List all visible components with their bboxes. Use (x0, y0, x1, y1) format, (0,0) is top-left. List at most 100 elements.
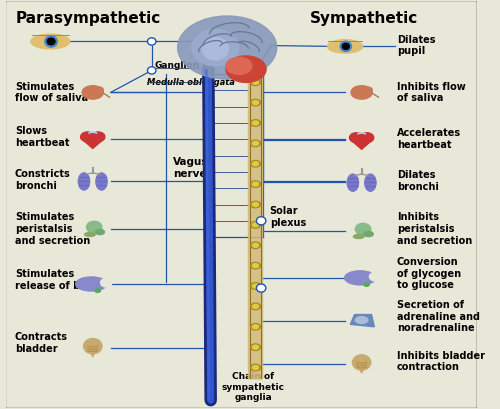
Ellipse shape (347, 174, 358, 191)
Ellipse shape (328, 40, 363, 53)
Ellipse shape (250, 242, 260, 249)
Ellipse shape (96, 87, 103, 93)
Text: Conversion
of glycogen
to glucose: Conversion of glycogen to glucose (397, 257, 461, 290)
Text: Secretion of
adrenaline and
noradrenaline: Secretion of adrenaline and noradrenalin… (397, 300, 480, 333)
Text: Accelerates
heartbeat: Accelerates heartbeat (397, 128, 461, 150)
Circle shape (47, 38, 55, 45)
Ellipse shape (252, 243, 258, 247)
Ellipse shape (250, 344, 260, 351)
Ellipse shape (252, 345, 258, 349)
Circle shape (256, 284, 266, 292)
Text: Slows
heartbeat: Slows heartbeat (15, 126, 70, 148)
Text: Stimulates
release of bile: Stimulates release of bile (15, 269, 94, 291)
Circle shape (148, 38, 156, 45)
Ellipse shape (364, 283, 370, 286)
Ellipse shape (252, 162, 258, 166)
Ellipse shape (82, 85, 104, 99)
Text: Stimulates
peristalsis
and secretion: Stimulates peristalsis and secretion (15, 212, 90, 245)
Text: Chain of
sympathetic
ganglia: Chain of sympathetic ganglia (222, 372, 284, 402)
Ellipse shape (250, 181, 260, 187)
Ellipse shape (351, 85, 372, 99)
Text: Contracts
bladder: Contracts bladder (15, 332, 68, 354)
Text: Solar
plexus: Solar plexus (270, 206, 306, 227)
Ellipse shape (96, 173, 107, 190)
Ellipse shape (364, 231, 374, 237)
Ellipse shape (252, 304, 258, 308)
Text: Parasympathetic: Parasympathetic (16, 11, 161, 26)
Circle shape (342, 43, 349, 49)
FancyBboxPatch shape (248, 73, 262, 379)
Ellipse shape (250, 160, 260, 167)
Ellipse shape (250, 303, 260, 310)
Ellipse shape (360, 133, 374, 143)
Text: Inhibits
peristalsis
and secretion: Inhibits peristalsis and secretion (397, 212, 472, 245)
Circle shape (148, 67, 156, 74)
Ellipse shape (226, 57, 252, 74)
Polygon shape (91, 353, 94, 357)
Ellipse shape (364, 174, 376, 191)
Ellipse shape (252, 366, 258, 370)
Ellipse shape (250, 140, 260, 146)
Ellipse shape (250, 79, 260, 85)
Ellipse shape (250, 201, 260, 208)
Ellipse shape (354, 234, 364, 238)
Ellipse shape (252, 142, 258, 145)
Ellipse shape (192, 29, 239, 66)
Ellipse shape (352, 355, 371, 370)
Ellipse shape (356, 223, 371, 235)
Ellipse shape (252, 264, 258, 267)
Text: Inhibits bladder
contraction: Inhibits bladder contraction (397, 351, 485, 372)
Text: Sympathetic: Sympathetic (310, 11, 418, 26)
Ellipse shape (344, 271, 376, 285)
Ellipse shape (100, 279, 112, 287)
Ellipse shape (356, 317, 368, 324)
Ellipse shape (252, 121, 258, 125)
Ellipse shape (178, 16, 276, 79)
Ellipse shape (78, 173, 90, 190)
Ellipse shape (84, 232, 95, 236)
Text: Constricts
bronchi: Constricts bronchi (15, 169, 70, 191)
Ellipse shape (250, 222, 260, 228)
Ellipse shape (80, 132, 94, 142)
Ellipse shape (202, 38, 228, 60)
Text: Stimulates
flow of saliva: Stimulates flow of saliva (15, 82, 88, 103)
Polygon shape (80, 138, 105, 148)
Polygon shape (360, 369, 364, 373)
Ellipse shape (340, 41, 351, 52)
Ellipse shape (250, 120, 260, 126)
Ellipse shape (226, 56, 266, 83)
Ellipse shape (252, 202, 258, 207)
Ellipse shape (252, 80, 258, 84)
Text: Dilates
pupil: Dilates pupil (397, 35, 436, 56)
FancyBboxPatch shape (6, 1, 477, 408)
Ellipse shape (252, 284, 258, 288)
Polygon shape (350, 315, 374, 327)
Ellipse shape (250, 283, 260, 289)
Ellipse shape (370, 272, 380, 281)
Polygon shape (350, 139, 374, 149)
Ellipse shape (250, 263, 260, 269)
Ellipse shape (252, 101, 258, 105)
Text: Vagus
nerve: Vagus nerve (173, 157, 208, 179)
Ellipse shape (95, 289, 100, 292)
Text: Inhibits flow
of saliva: Inhibits flow of saliva (397, 82, 466, 103)
Ellipse shape (365, 87, 372, 93)
Ellipse shape (252, 223, 258, 227)
Ellipse shape (250, 364, 260, 371)
Circle shape (256, 217, 266, 225)
Text: Dilates
bronchi: Dilates bronchi (397, 170, 439, 192)
Ellipse shape (250, 99, 260, 106)
Text: Ganglion: Ganglion (154, 61, 200, 70)
Ellipse shape (252, 325, 258, 329)
Text: Medulla oblongata: Medulla oblongata (147, 78, 235, 87)
Ellipse shape (84, 339, 102, 354)
Ellipse shape (95, 229, 104, 235)
Ellipse shape (45, 36, 58, 47)
Ellipse shape (350, 133, 363, 143)
Ellipse shape (92, 132, 105, 142)
Ellipse shape (31, 34, 70, 49)
Ellipse shape (252, 182, 258, 186)
Ellipse shape (76, 277, 107, 291)
Ellipse shape (250, 324, 260, 330)
Ellipse shape (86, 221, 102, 233)
